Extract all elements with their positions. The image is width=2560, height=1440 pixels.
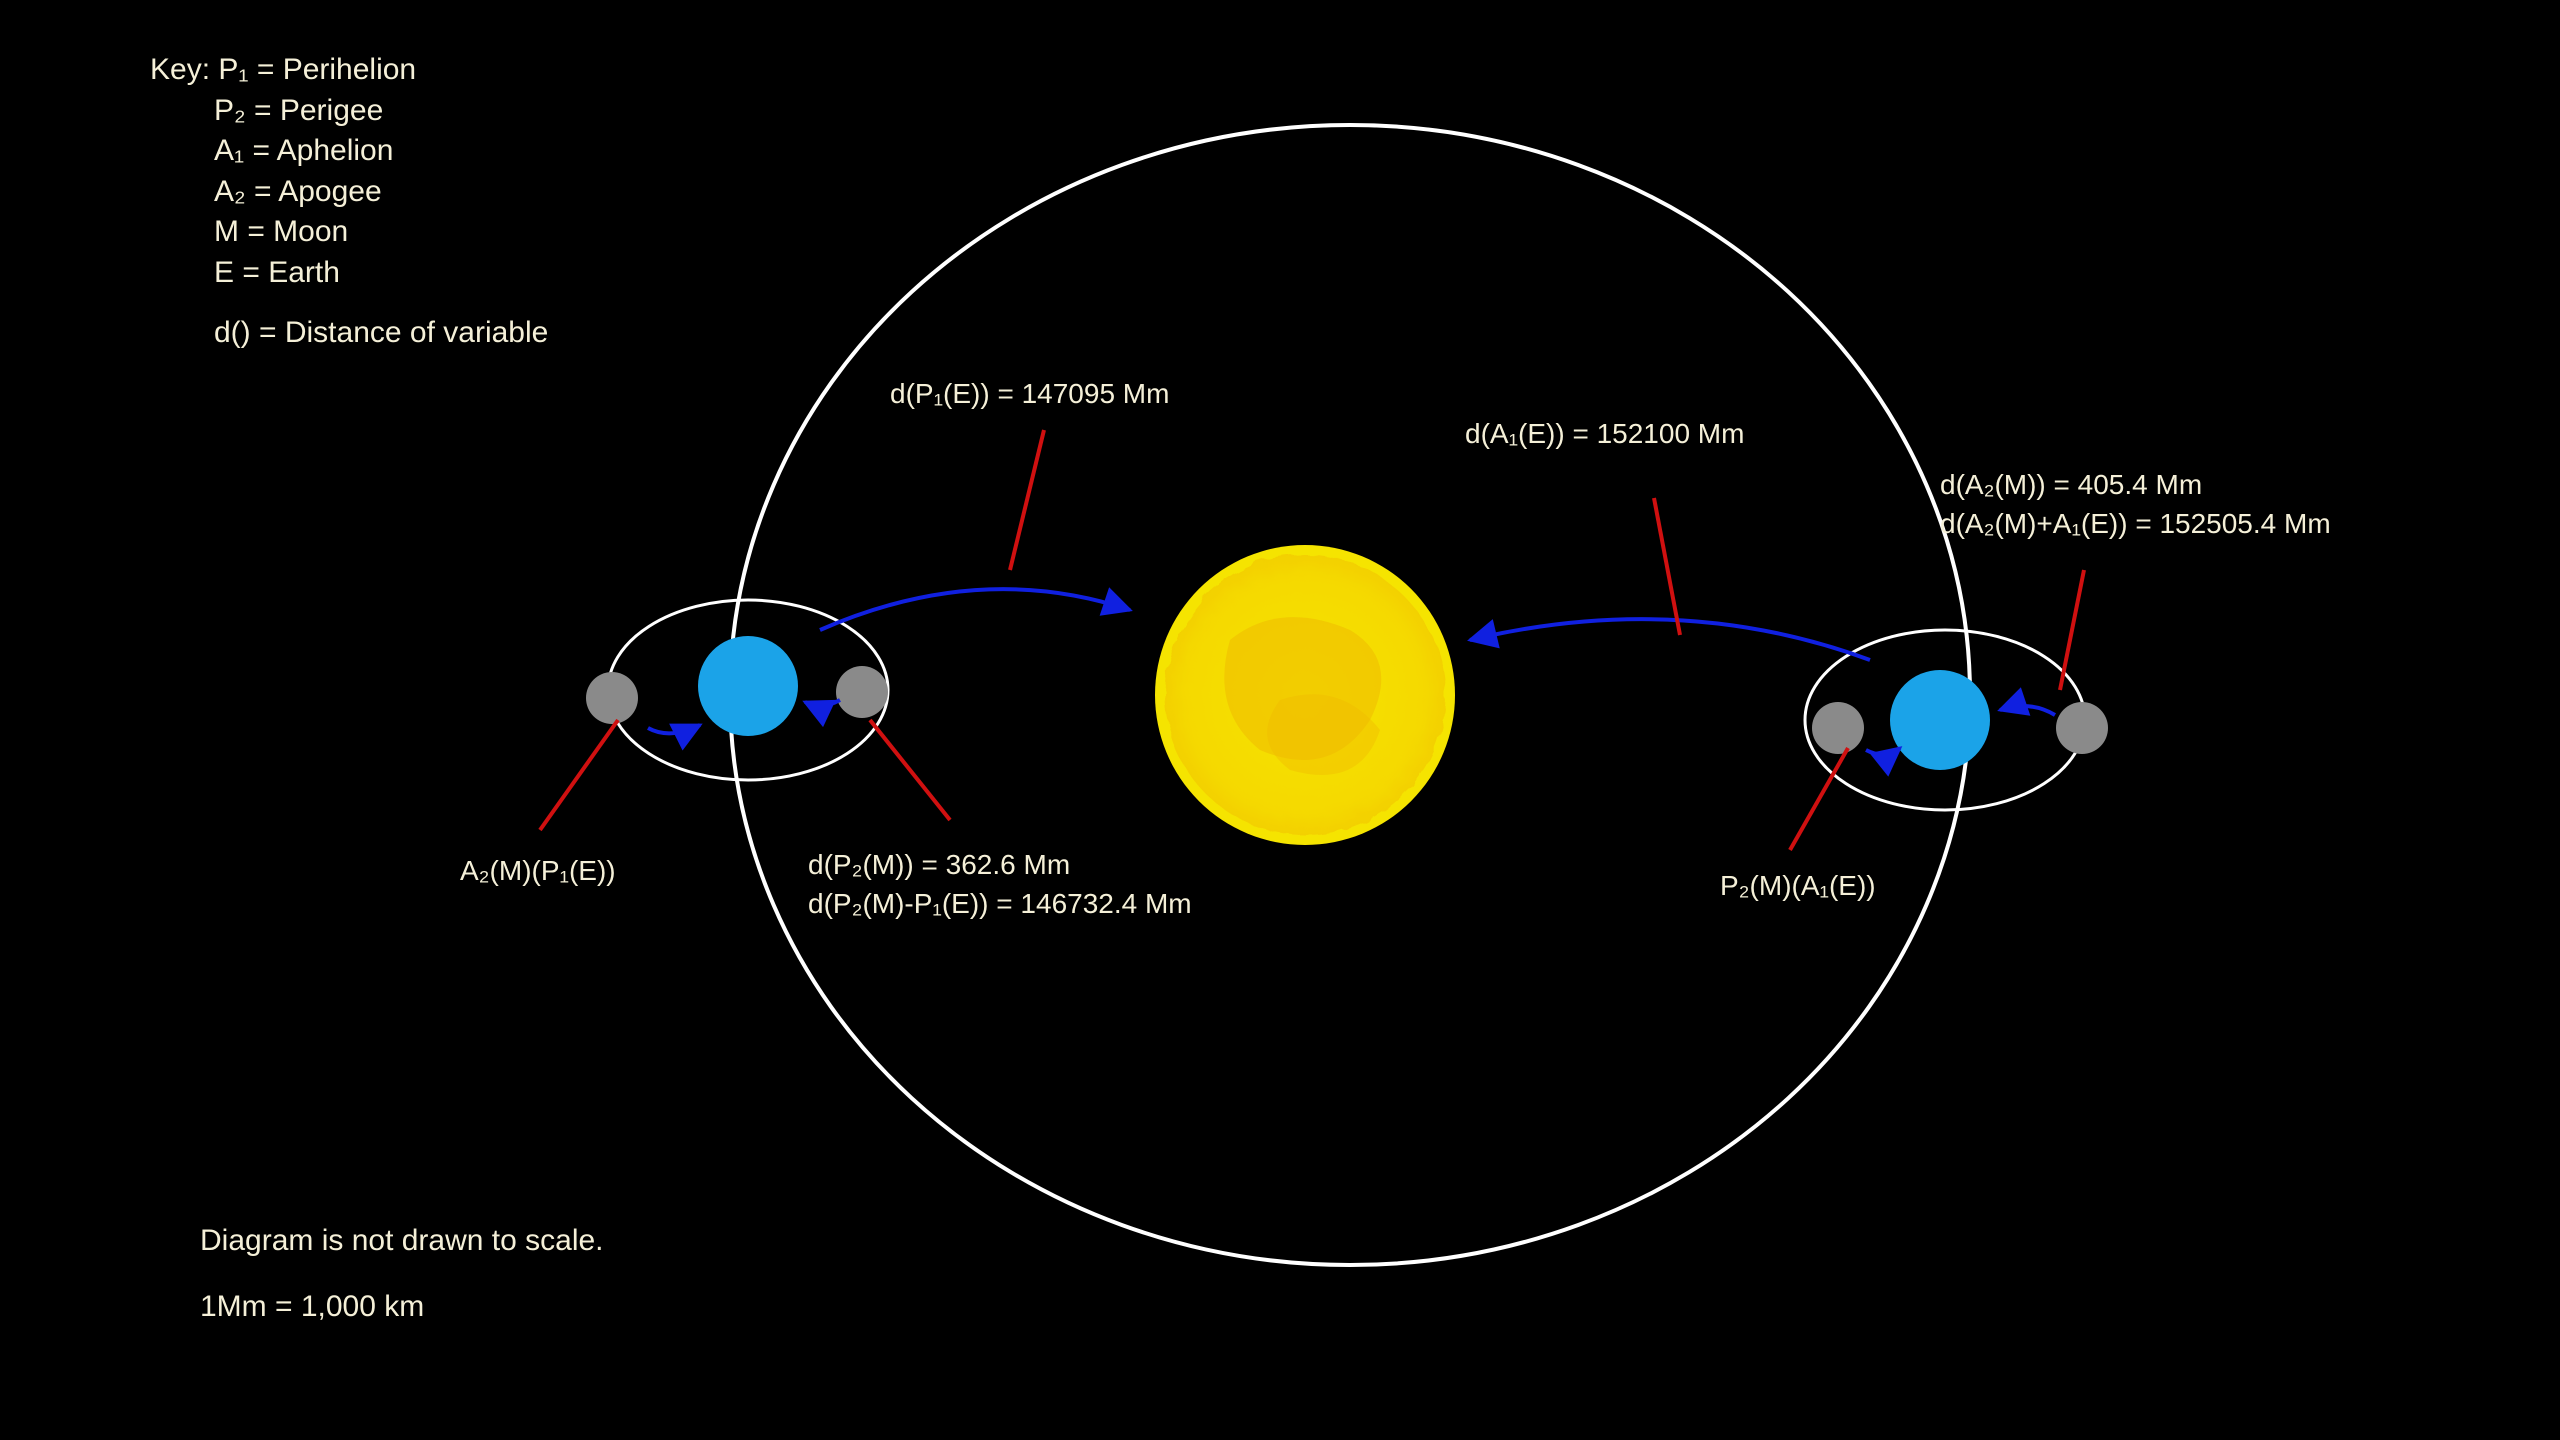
arrow-moon-left-inner-r (805, 700, 840, 706)
moon-left-perigee (836, 666, 888, 718)
callout-right-moon (1790, 748, 1848, 850)
sun (1155, 545, 1455, 845)
label-left-moon: A₂(M)(P₁(E)) (460, 855, 616, 887)
label-aphelion-earth: d(A₁(E)) = 152100 Mm (1465, 418, 1744, 450)
label-apogee-moon-line2: d(A₂(M)+A₁(E)) = 152505.4 Mm (1940, 504, 2331, 543)
key-item-2: A₁ = Aphelion (150, 131, 548, 172)
label-apogee-moon-line1: d(A₂(M)) = 405.4 Mm (1940, 465, 2331, 504)
footer-notes: Diagram is not drawn to scale. 1Mm = 1,0… (200, 1208, 604, 1340)
moon-right-perigee (1812, 702, 1864, 754)
scale-note: Diagram is not drawn to scale. (200, 1208, 604, 1274)
key-item-4: M = Moon (150, 212, 548, 253)
earth-aphelion (1890, 670, 1990, 770)
arrow-moon-right-inner-l (1866, 748, 1900, 755)
unit-note: 1Mm = 1,000 km (200, 1274, 604, 1340)
callout-perihelion (1010, 430, 1044, 570)
key-item-3: A₂ = Apogee (150, 172, 548, 213)
callout-aphelion (1654, 498, 1680, 635)
label-perigee-moon-line1: d(P₂(M)) = 362.6 Mm (808, 845, 1192, 884)
arrow-moon-left-inner-l (648, 725, 700, 733)
key-distance-def: d() = Distance of variable (150, 313, 548, 354)
label-perigee-moon-line2: d(P₂(M)-P₁(E)) = 146732.4 Mm (808, 884, 1192, 923)
key-item-0: P₁ = Perihelion (218, 53, 416, 86)
label-apogee-moon: d(A₂(M)) = 405.4 Mm d(A₂(M)+A₁(E)) = 152… (1940, 465, 2331, 543)
orbital-diagram: Key: P₁ = Perihelion P₂ = Perigee A₁ = A… (0, 0, 2560, 1440)
moon-left-apogee (586, 672, 638, 724)
key-title: Key: (150, 53, 210, 86)
callout-apogee-right (2060, 570, 2084, 690)
legend-key: Key: P₁ = Perihelion P₂ = Perigee A₁ = A… (150, 50, 548, 354)
arrow-perihelion (820, 589, 1130, 630)
label-perihelion-earth: d(P₁(E)) = 147095 Mm (890, 378, 1169, 410)
callout-left-moon (540, 720, 618, 830)
moon-right-apogee (2056, 702, 2108, 754)
arrow-aphelion (1470, 619, 1870, 660)
label-perigee-moon: d(P₂(M)) = 362.6 Mm d(P₂(M)-P₁(E)) = 146… (808, 845, 1192, 923)
callout-perigee-left (870, 720, 950, 820)
key-item-5: E = Earth (150, 253, 548, 294)
key-item-1: P₂ = Perigee (150, 91, 548, 132)
label-right-moon: P₂(M)(A₁(E)) (1720, 870, 1876, 902)
earth-perihelion (698, 636, 798, 736)
arrow-moon-right-inner-r (2000, 706, 2055, 715)
